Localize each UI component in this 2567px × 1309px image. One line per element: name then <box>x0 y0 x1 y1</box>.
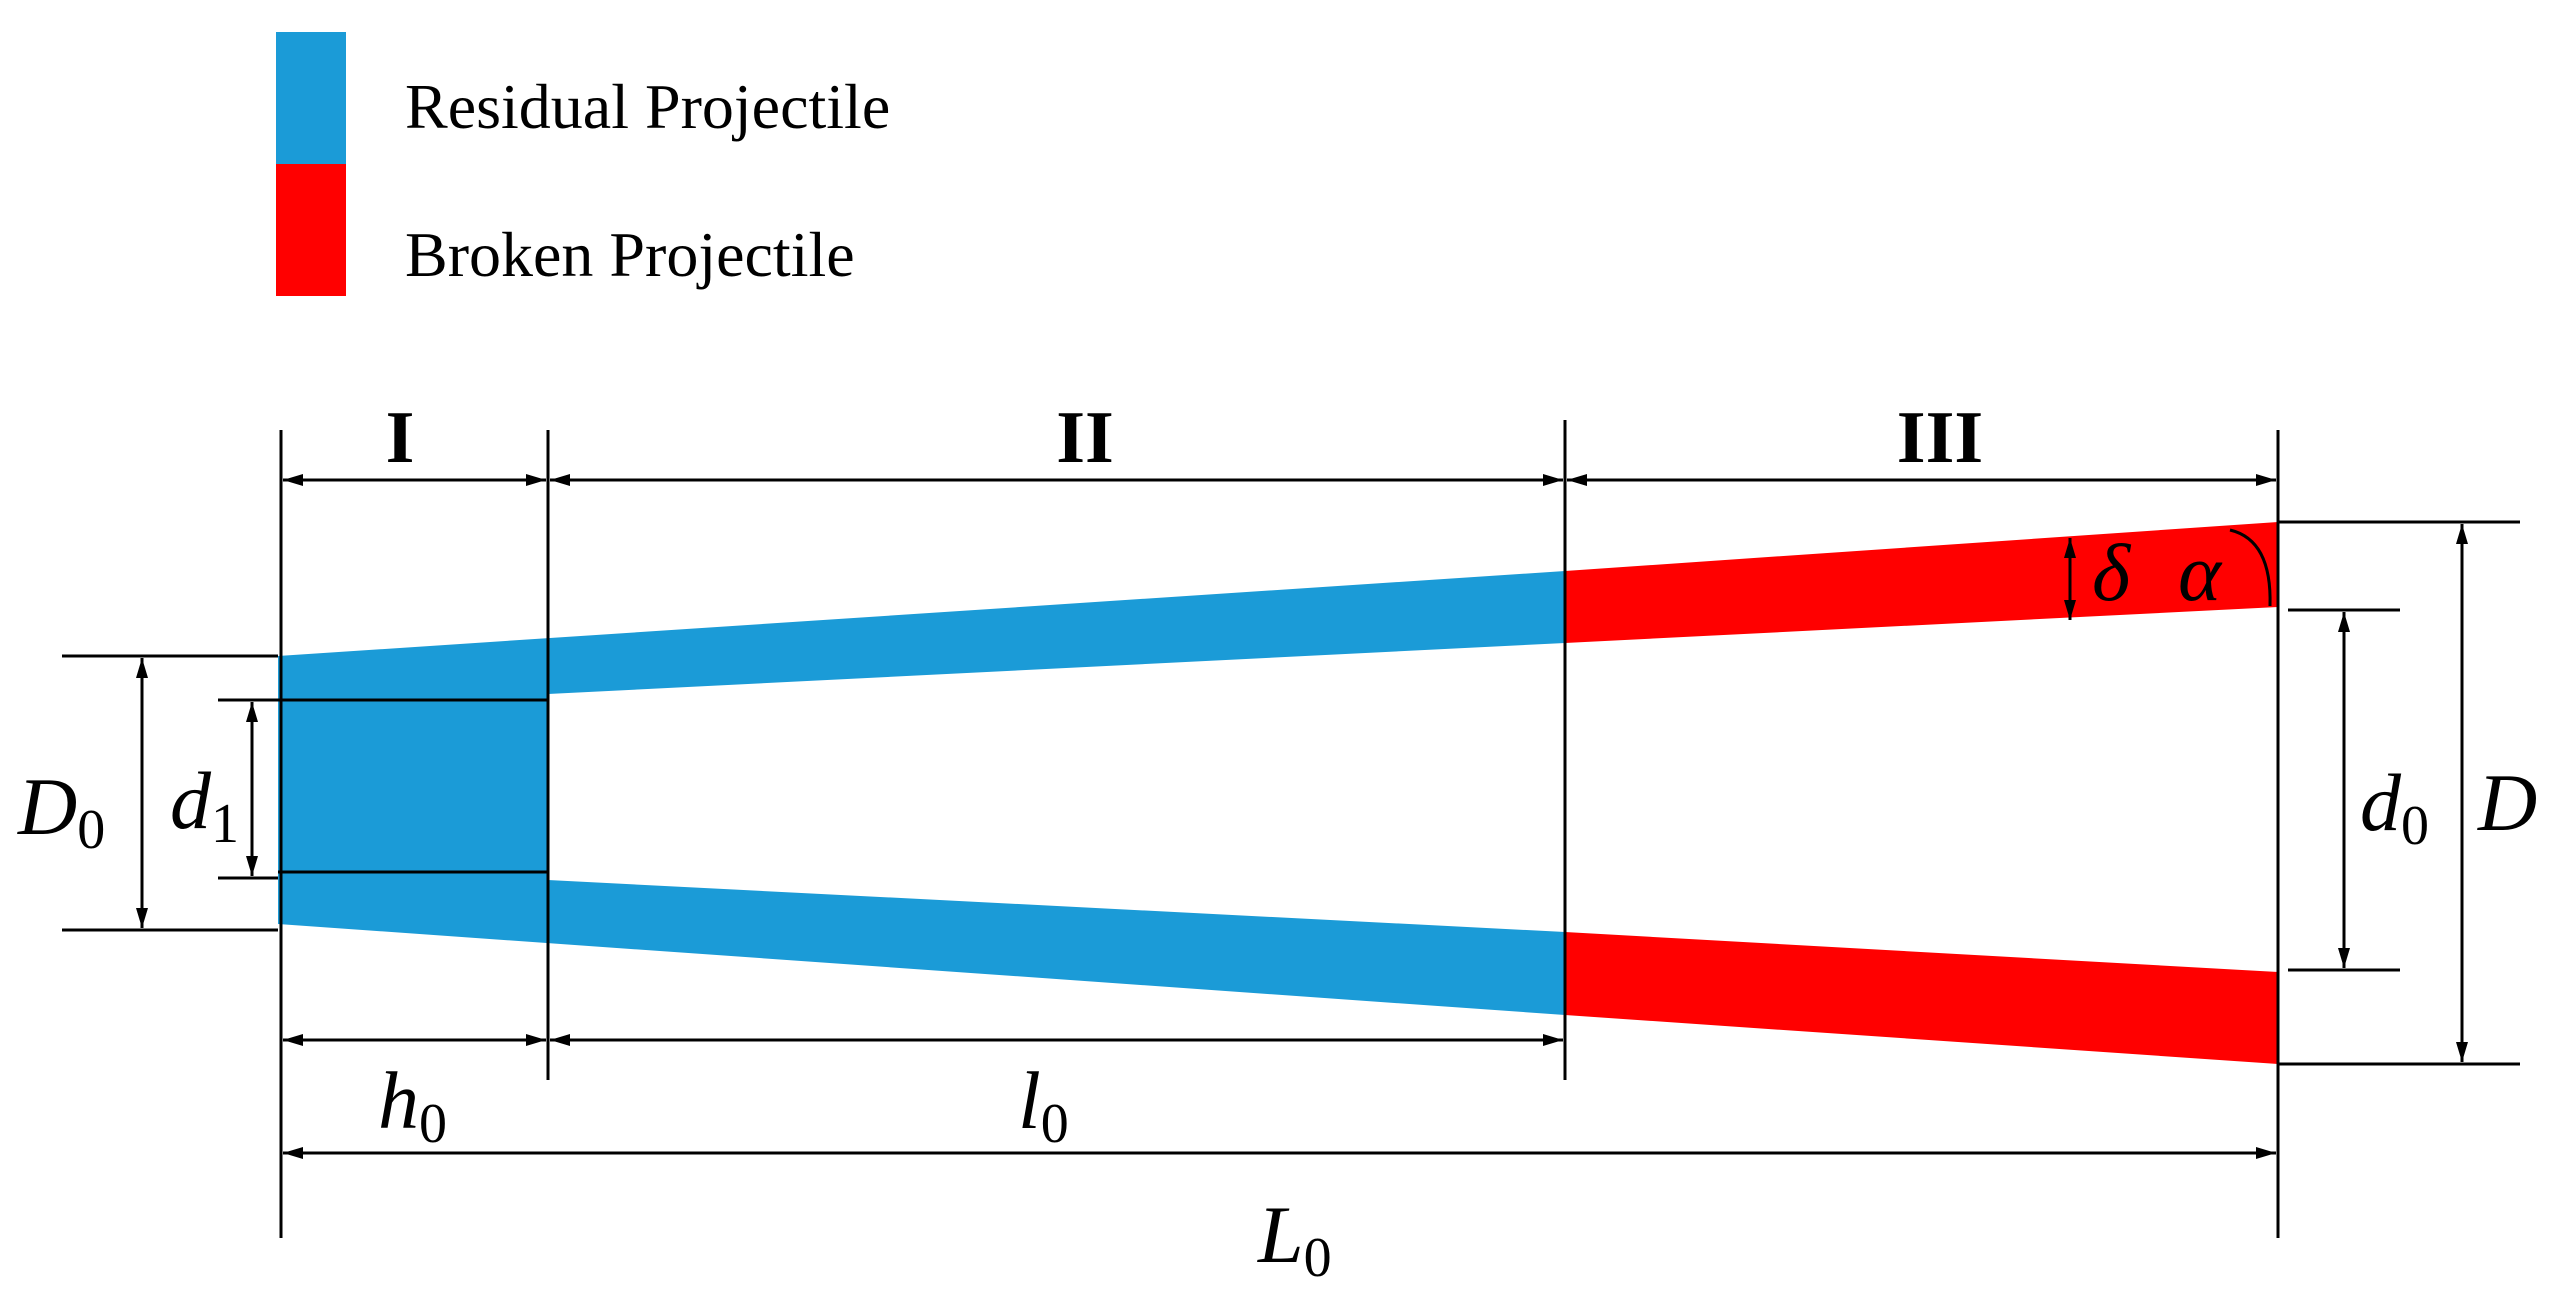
broken-lower-wall <box>1565 932 2278 1064</box>
d0-label: d0 <box>2360 757 2429 857</box>
delta-label: δ <box>2092 527 2132 618</box>
legend-swatch-broken <box>276 164 346 296</box>
h0-label: h0 <box>378 1055 447 1155</box>
alpha-label: α <box>2178 527 2223 618</box>
section-II-label: II <box>1056 397 1114 479</box>
residual-head <box>278 700 548 872</box>
D-label: D <box>2477 757 2537 848</box>
alpha-arc <box>2229 528 2272 607</box>
legend-label-residual: Residual Projectile <box>405 71 890 142</box>
broken-upper-wall <box>1565 522 2278 643</box>
legend-swatch-residual <box>276 32 346 164</box>
residual-upper-wall <box>278 571 1565 700</box>
d1-label: d1 <box>170 755 239 855</box>
section-III-label: III <box>1897 397 1983 479</box>
residual-lower-wall <box>278 872 1565 1015</box>
section-I-label: I <box>386 397 415 479</box>
l0-label: l0 <box>1018 1055 1069 1155</box>
legend-label-broken: Broken Projectile <box>405 219 855 290</box>
L0-label: L0 <box>1257 1189 1332 1289</box>
D0-label: D0 <box>17 761 105 861</box>
